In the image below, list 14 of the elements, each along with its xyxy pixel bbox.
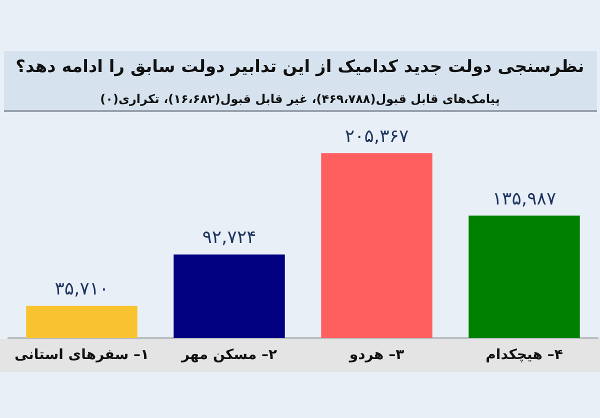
bar — [174, 254, 285, 338]
data-label: ۳۵,۷۱۰ — [54, 278, 109, 300]
x-tick-label: ۱– سفرهای استانی — [14, 347, 150, 364]
x-tick-label: ۴– هیچکدام — [486, 347, 564, 364]
chart-title: نظرسنجی دولت جدید کدامیک از این تدابیر دولت سابق را ادامه دهد؟ — [14, 56, 586, 79]
data-label: ۹۲,۷۲۴ — [202, 227, 256, 248]
x-tick-label: ۲– مسکن مهر — [180, 347, 278, 364]
bar — [468, 216, 580, 338]
chart-subtitle: پیامک‌های قابل قبول(۴۶۹،۷۸۸)، غیر قابل قبول(۱۶،۶۸۲)، تکراری(۰) — [99, 91, 501, 108]
data-label: ۲۰۵,۳۶۷ — [344, 126, 409, 147]
bar — [321, 153, 432, 338]
data-label: ۱۳۵,۹۸۷ — [492, 188, 556, 210]
x-tick-label: ۳– هردو — [348, 347, 405, 364]
bar — [26, 306, 138, 338]
